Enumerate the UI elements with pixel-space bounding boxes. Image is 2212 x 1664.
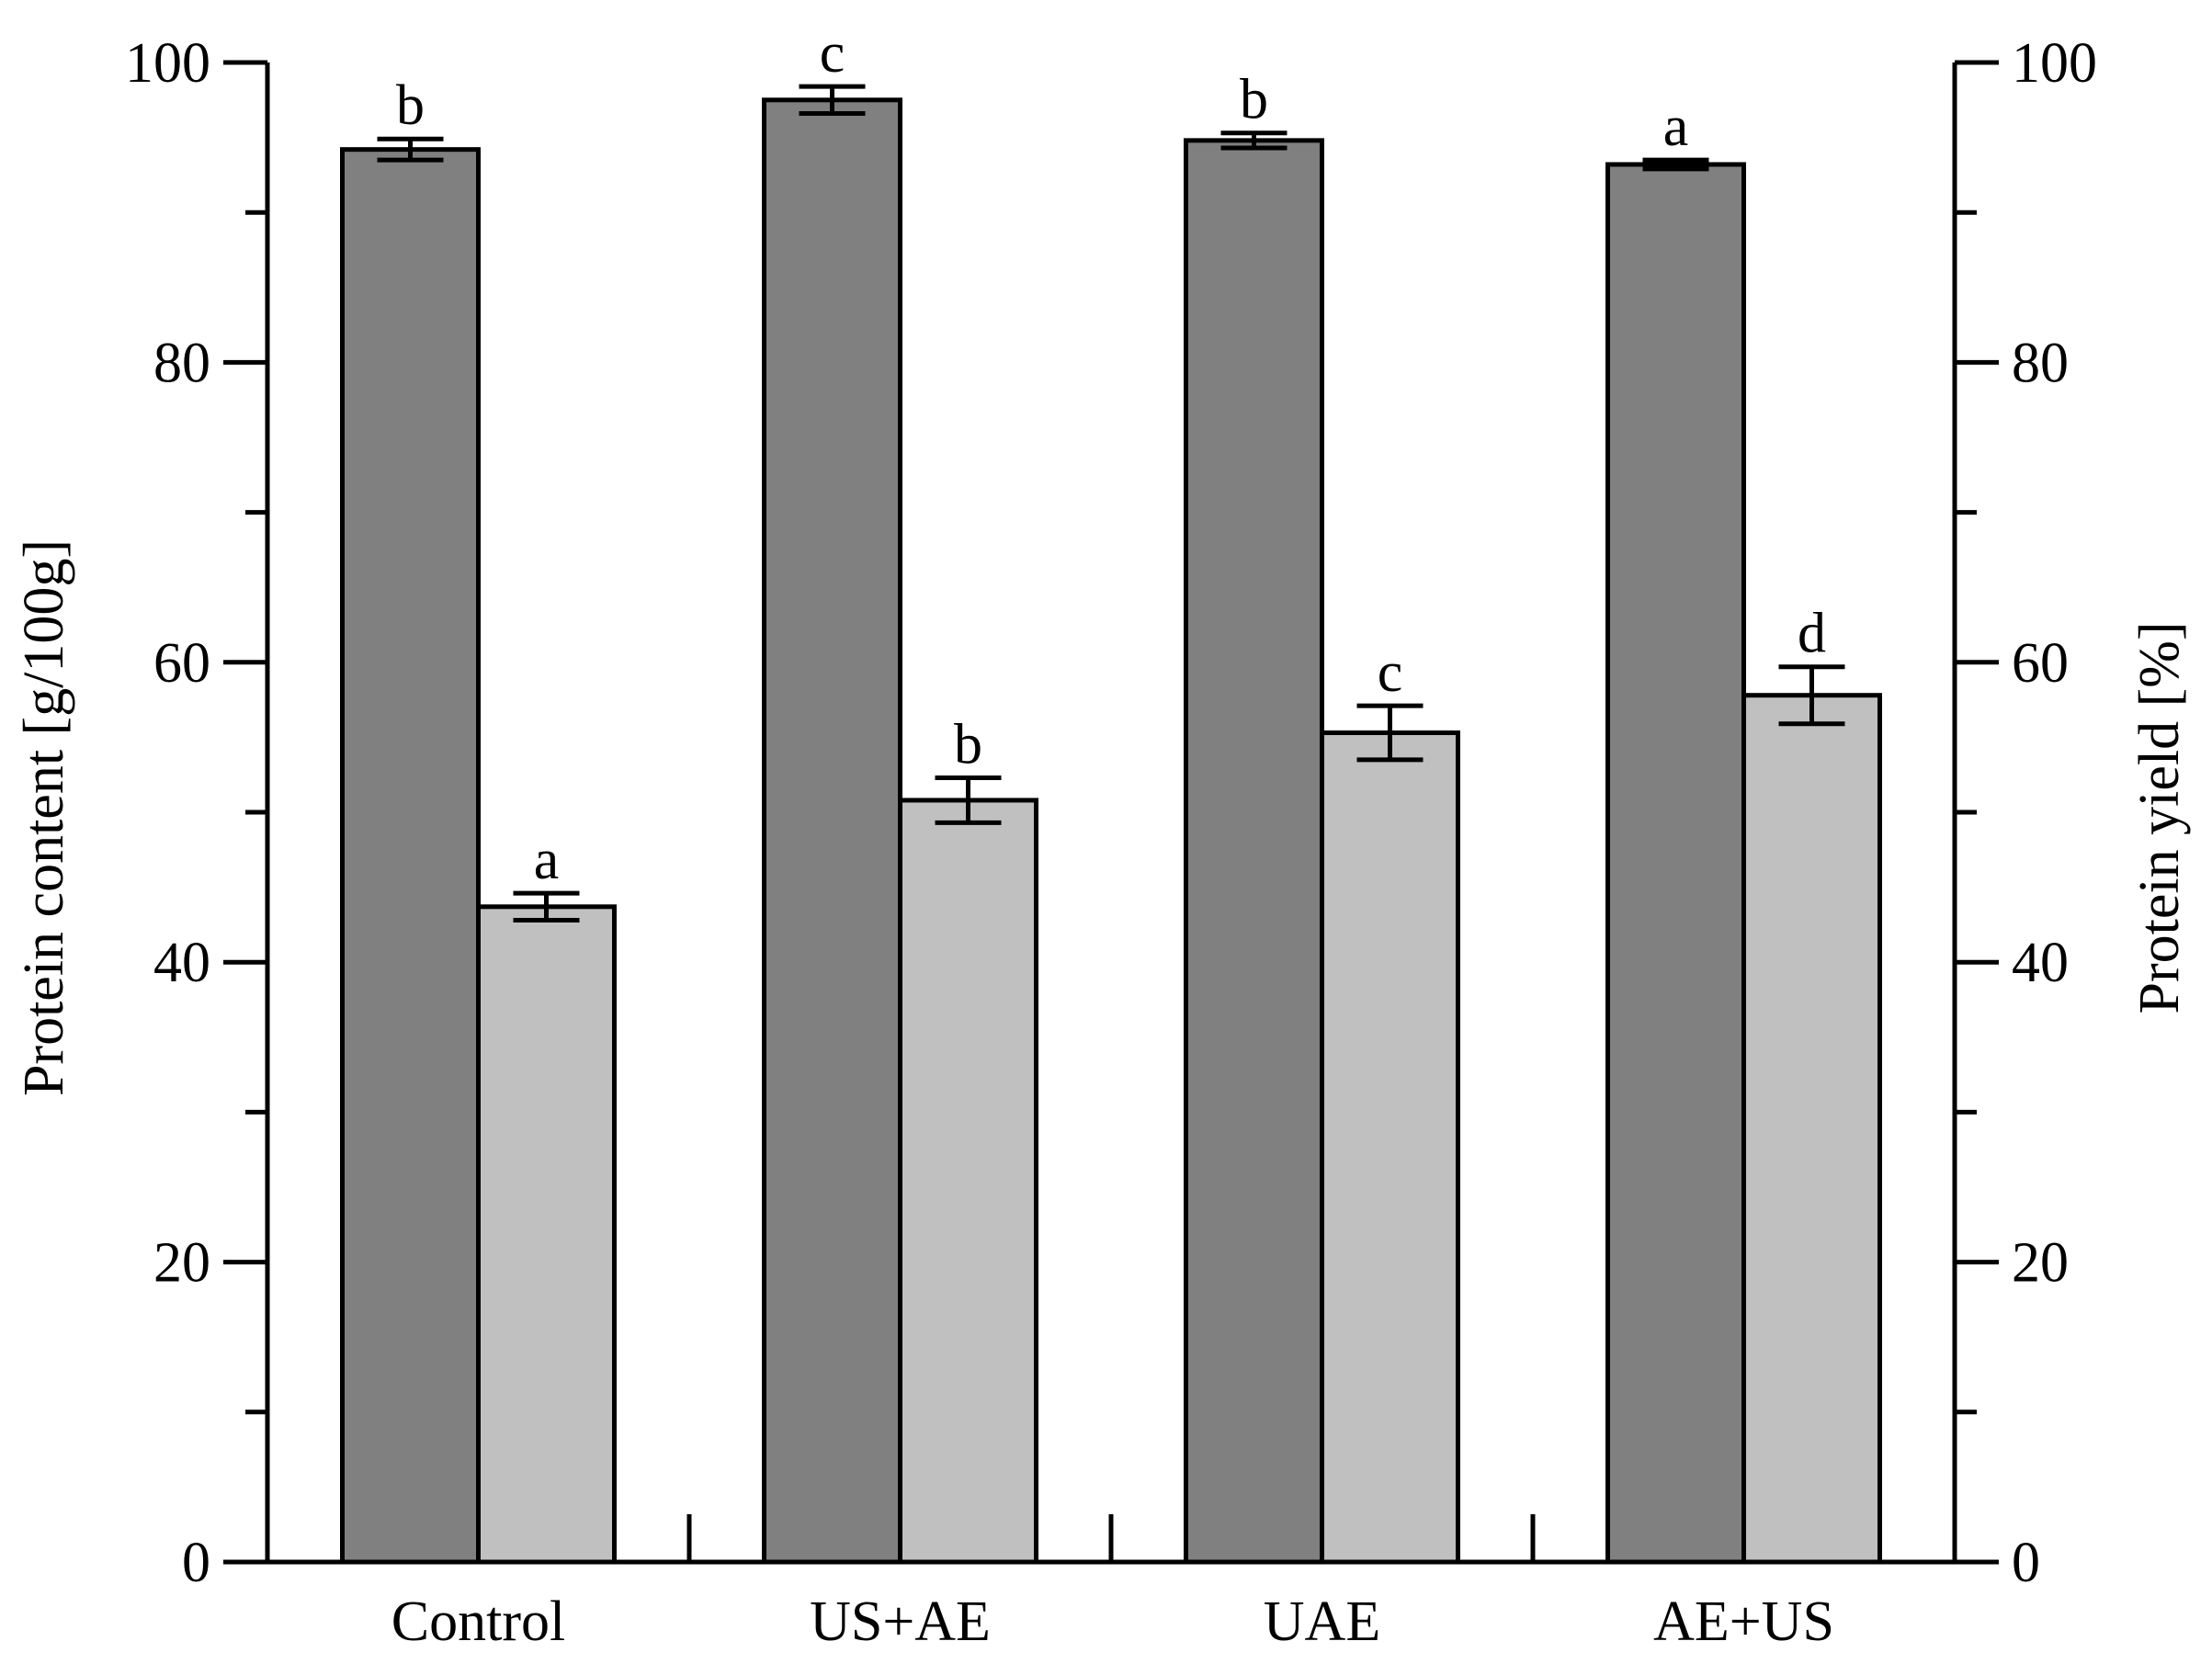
bar-yield-3	[1741, 693, 1882, 1565]
y-tick-label-80: 80	[153, 332, 210, 394]
bar-content-1	[762, 97, 902, 1565]
significance-letter-1-1: b	[954, 713, 982, 775]
bar-content-3	[1605, 162, 1746, 1565]
bar-content-0	[340, 147, 481, 1565]
y2-tick-label-20: 20	[2012, 1232, 2069, 1295]
significance-letter-1-2: c	[1378, 641, 1403, 704]
y2-tick-label-0: 0	[2012, 1532, 2040, 1594]
x-tick-label-1: US+AE	[810, 1590, 991, 1653]
significance-letter-0-2: b	[1240, 69, 1268, 131]
bar-content-2	[1184, 138, 1324, 1565]
significance-letter-1-3: d	[1798, 603, 1826, 665]
y-tick-label-0: 0	[182, 1532, 210, 1594]
y2-tick-label-40: 40	[2012, 932, 2069, 994]
y2-tick-label-100: 100	[2012, 32, 2097, 95]
y-tick-label-100: 100	[125, 32, 210, 95]
x-tick-label-2: UAE	[1264, 1590, 1380, 1653]
bar-yield-2	[1320, 730, 1460, 1565]
significance-letter-0-1: c	[820, 22, 845, 85]
significance-letter-1-0: a	[534, 829, 560, 891]
bar-yield-0	[476, 904, 617, 1565]
y2-tick-label-80: 80	[2012, 332, 2069, 394]
y-tick-label-20: 20	[153, 1232, 210, 1295]
y-axis-label: Protein content [g/100g]	[13, 539, 75, 1096]
plot-area: b a Control c b US+AE b c UAE a d AE+US 0 20 40 60 80 100…	[125, 22, 2097, 1653]
y2-axis-label: Protein yield [%]	[2128, 621, 2191, 1013]
x-tick-label-0: Control	[391, 1590, 565, 1653]
y2-tick-label-60: 60	[2012, 632, 2069, 695]
y-tick-label-60: 60	[153, 632, 210, 695]
x-tick-label-3: AE+US	[1653, 1590, 1834, 1653]
y-tick-label-40: 40	[153, 932, 210, 994]
bar-yield-1	[898, 798, 1038, 1565]
significance-letter-0-3: a	[1663, 96, 1689, 158]
significance-letter-0-0: b	[396, 74, 425, 137]
